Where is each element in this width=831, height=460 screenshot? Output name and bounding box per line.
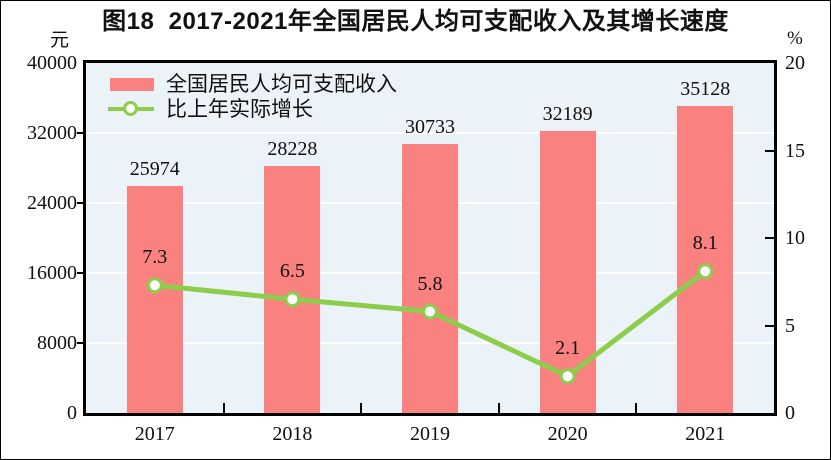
left-axis-tick-label: 16000 (27, 262, 77, 284)
legend-item-growth: 比上年实际增长 (108, 98, 397, 120)
left-axis-tick-label: 24000 (27, 192, 77, 214)
growth-value-label: 8.1 (692, 232, 718, 255)
right-axis-tick-label: 20 (785, 52, 805, 74)
x-axis-label-2017: 2017 (134, 423, 175, 445)
growth-marker-2020 (559, 368, 576, 385)
legend-bar-swatch-icon (108, 76, 154, 92)
left-axis-unit-label: 元 (49, 30, 69, 51)
growth-value-label: 2.1 (555, 337, 581, 360)
bar-2019 (402, 144, 458, 413)
left-axis-tick-label: 0 (67, 402, 77, 424)
x-axis-label-2019: 2019 (410, 423, 450, 445)
left-axis-tickmark (77, 202, 86, 204)
left-axis-tick-label: 40000 (27, 52, 77, 74)
right-axis-unit-label: % (787, 28, 803, 49)
left-axis-tick-label: 8000 (37, 332, 77, 354)
legend: 全国居民人均可支配收入 比上年实际增长 (108, 73, 397, 123)
legend-line-marker-icon (108, 101, 154, 117)
x-axis-tick (497, 403, 500, 413)
legend-label-growth: 比上年实际增长 (166, 97, 313, 121)
plot-area: 25974 28228 30733 32189 35128 7.3 6.5 5.8 2.1 8.1… (83, 60, 777, 416)
right-axis-tick-label: 5 (785, 314, 795, 337)
chart-title: 图18 2017-2021年全国居民人均可支配收入及其增长速度 (102, 8, 729, 35)
bar-2021 (677, 105, 734, 413)
legend-label-income: 全国居民人均可支配收入 (166, 72, 397, 96)
right-axis-tickmark (765, 149, 774, 152)
right-axis-tick-label: 10 (785, 227, 805, 249)
legend-item-income: 全国居民人均可支配收入 (108, 73, 397, 95)
x-axis-tick (222, 403, 225, 413)
bar-2017 (126, 185, 183, 413)
x-axis-label-2020: 2020 (547, 423, 588, 445)
growth-value-label: 7.3 (142, 246, 168, 269)
gridline (86, 132, 774, 134)
x-axis-tick (635, 403, 638, 413)
x-axis-label-2021: 2021 (685, 423, 726, 445)
bar-value-label: 30733 (405, 116, 455, 139)
line-series-layer (146, 263, 714, 385)
right-axis-tickmark (765, 324, 774, 327)
right-axis-tick-label: 15 (785, 139, 805, 162)
left-axis-tickmark (77, 132, 86, 134)
x-axis-label-2018: 2018 (272, 423, 313, 445)
left-axis-tickmark (77, 342, 86, 344)
bar-value-label: 28228 (267, 138, 318, 161)
x-axis-tick (360, 403, 363, 413)
right-axis-tick-label: 0 (785, 402, 795, 424)
bar-value-label: 25974 (129, 157, 180, 180)
growth-value-label: 6.5 (279, 260, 305, 283)
growth-marker-2019 (422, 303, 438, 320)
left-axis-tick-label: 32000 (27, 122, 77, 144)
bar-2018 (264, 166, 321, 413)
growth-marker-2017 (146, 277, 163, 294)
right-axis-tickmark (765, 237, 774, 239)
growth-marker-2018 (284, 291, 301, 308)
bar-value-label: 35128 (680, 77, 731, 100)
growth-marker-2021 (697, 263, 714, 280)
growth-value-label: 5.8 (417, 272, 443, 295)
bar-value-label: 32189 (542, 103, 593, 126)
left-axis-tickmark (77, 272, 86, 274)
